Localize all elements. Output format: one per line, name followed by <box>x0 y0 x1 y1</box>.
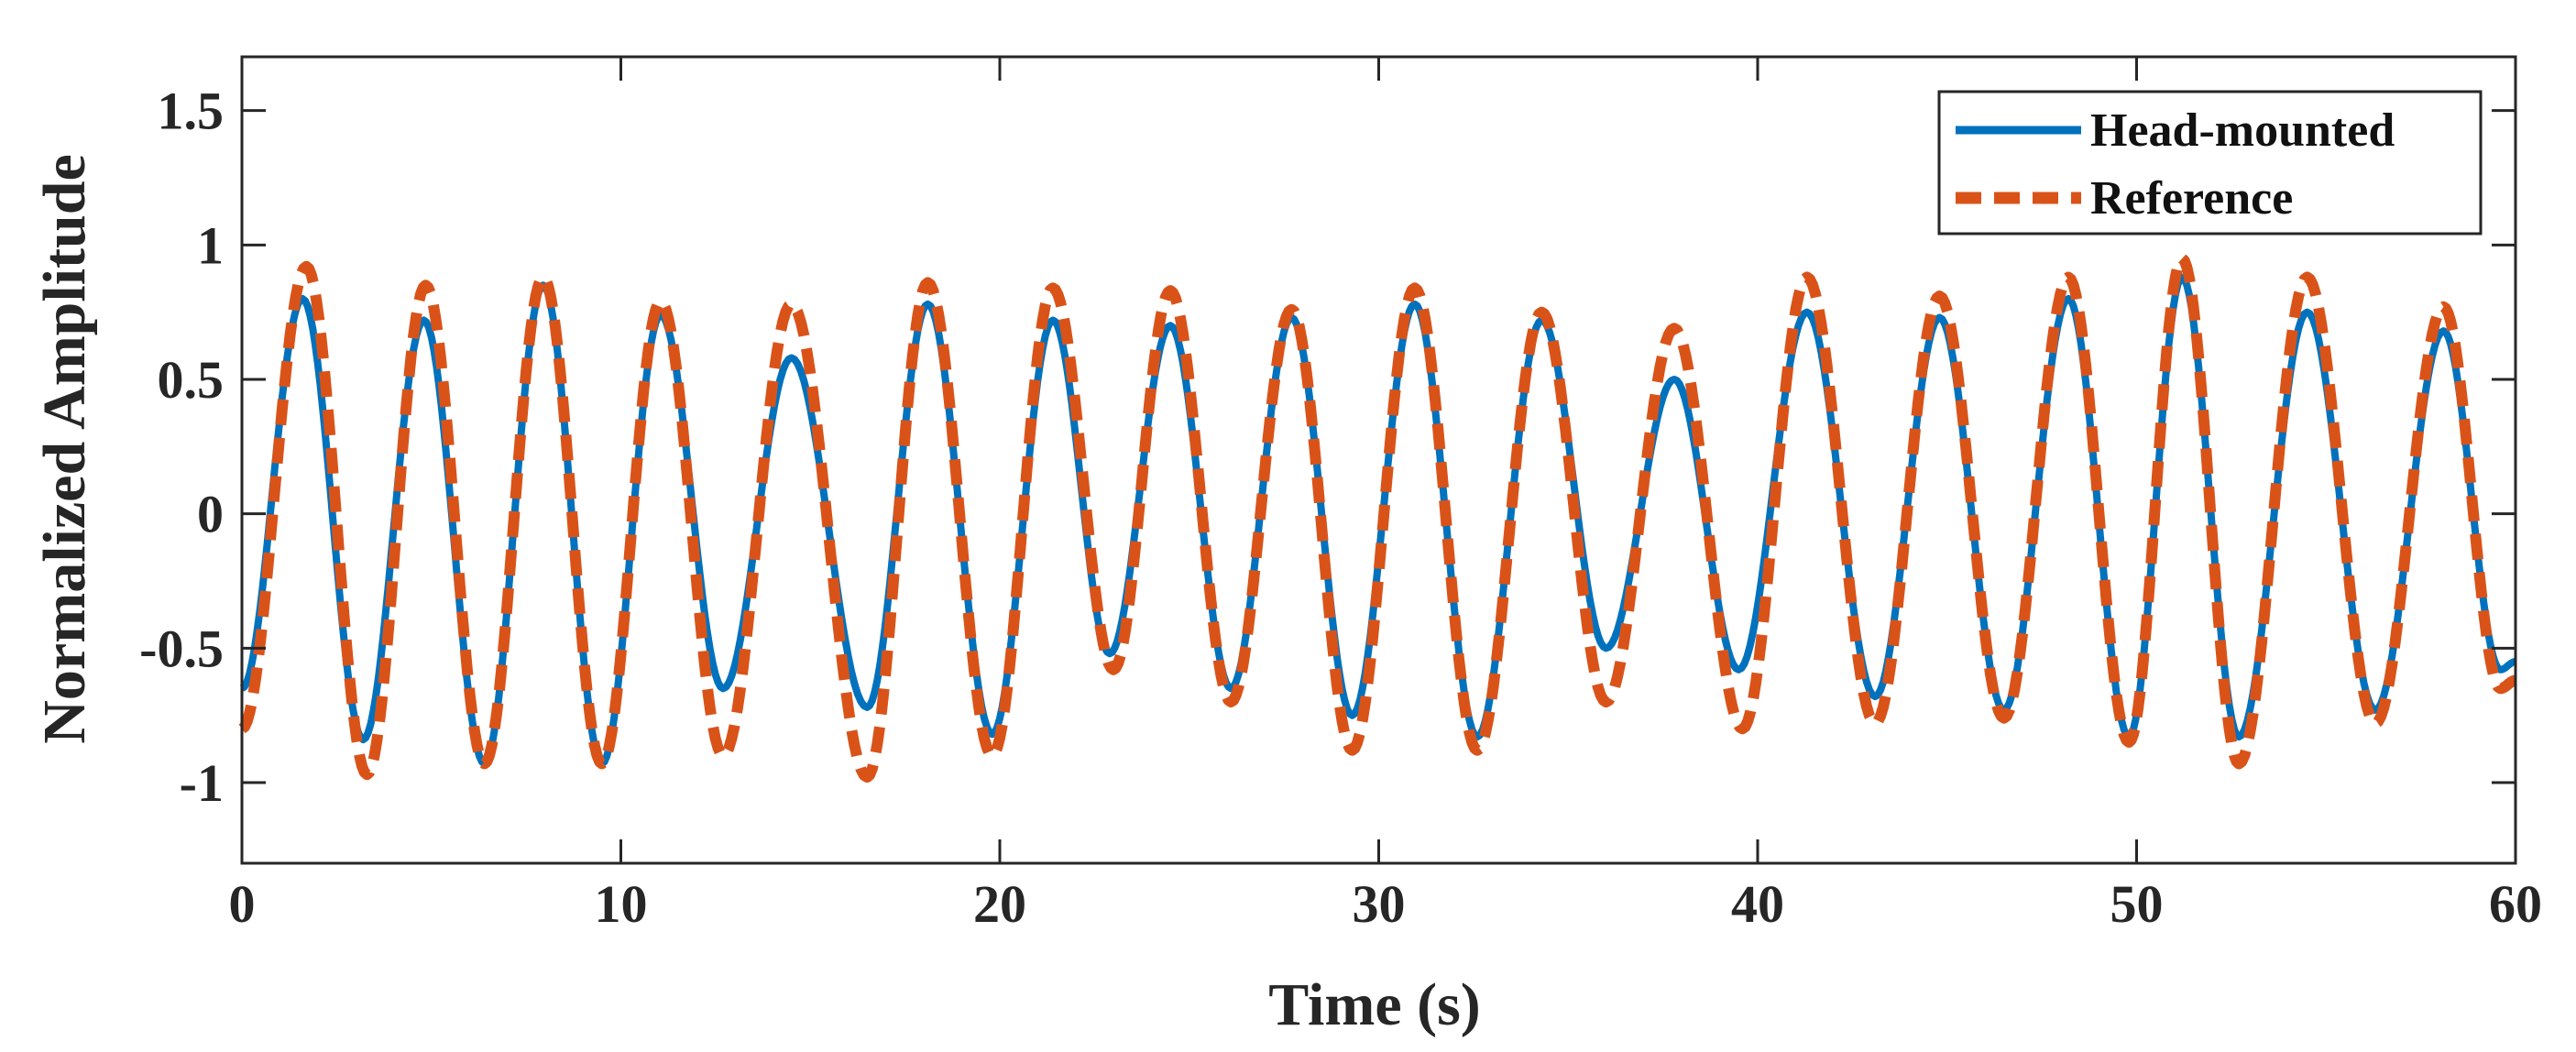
y-tick-label: 1.5 <box>158 82 225 141</box>
axes: 0 10 20 30 40 50 60 -1 -0.5 0 0.5 1 1.5 <box>139 55 2542 934</box>
legend-label-head-mounted: Head-mounted <box>2090 104 2395 157</box>
x-tick-label: 10 <box>595 874 648 934</box>
x-tick-label: 30 <box>1353 874 1406 934</box>
y-tick-label: 0.5 <box>158 350 225 410</box>
legend-box <box>1937 90 2483 236</box>
x-axis-title: Time (s) <box>1268 971 1481 1038</box>
series-line-reference <box>238 253 2521 784</box>
legend: Head-mounted Reference <box>1937 90 2483 236</box>
y-tick-label: 0 <box>197 485 224 544</box>
x-tick-label: 60 <box>2489 874 2542 934</box>
y-tick-label: 1 <box>197 215 224 275</box>
x-tick-label: 0 <box>229 874 256 934</box>
x-tick-label: 50 <box>2110 874 2164 934</box>
y-axis-title: Normalized Amplitude <box>31 154 98 743</box>
plot-area <box>238 253 2521 784</box>
y-tick-label: -0.5 <box>139 619 224 678</box>
x-tick-label: 40 <box>1731 874 1784 934</box>
legend-label-reference: Reference <box>2090 172 2293 225</box>
y-tick-label: -1 <box>180 753 224 813</box>
x-tick-label: 20 <box>973 874 1026 934</box>
